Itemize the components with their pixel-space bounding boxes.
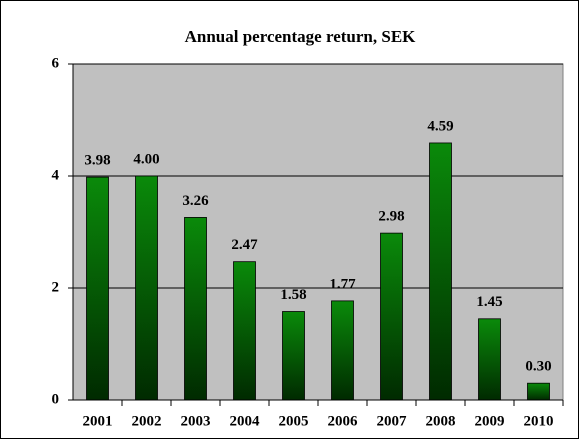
value-label: 4.59 [427,118,453,134]
chart-title: Annual percentage return, SEK [185,27,417,46]
x-tick-label: 2006 [328,413,359,429]
x-tick-label: 2002 [132,413,162,429]
bar [86,176,109,401]
bar [282,311,305,401]
bar [527,382,550,401]
value-label: 3.98 [84,153,110,169]
value-label: 4.00 [133,151,159,167]
value-label: 1.45 [476,294,502,310]
y-tick-label: 6 [52,55,60,71]
x-tick-label: 2004 [230,413,261,429]
y-tick-label: 0 [52,391,60,407]
bar [135,175,158,401]
y-tick-label: 2 [52,279,60,295]
value-label: 2.98 [378,209,404,225]
value-label: 0.30 [525,359,551,375]
x-tick-label: 2008 [426,413,456,429]
bar [233,261,256,401]
y-tick-label: 4 [52,167,60,183]
value-label: 1.77 [329,276,356,292]
value-label: 3.26 [182,193,209,209]
x-tick-label: 2007 [377,413,408,429]
value-label: 2.47 [231,237,258,253]
x-tick-label: 2005 [279,413,309,429]
bar [429,142,452,401]
bar [478,318,501,401]
bar [380,232,403,401]
bar [331,300,354,401]
x-tick-label: 2010 [524,413,554,429]
x-tick-label: 2001 [83,413,113,429]
x-tick-label: 2003 [181,413,211,429]
value-label: 1.58 [280,287,306,303]
bar [184,217,207,401]
x-tick-label: 2009 [475,413,505,429]
